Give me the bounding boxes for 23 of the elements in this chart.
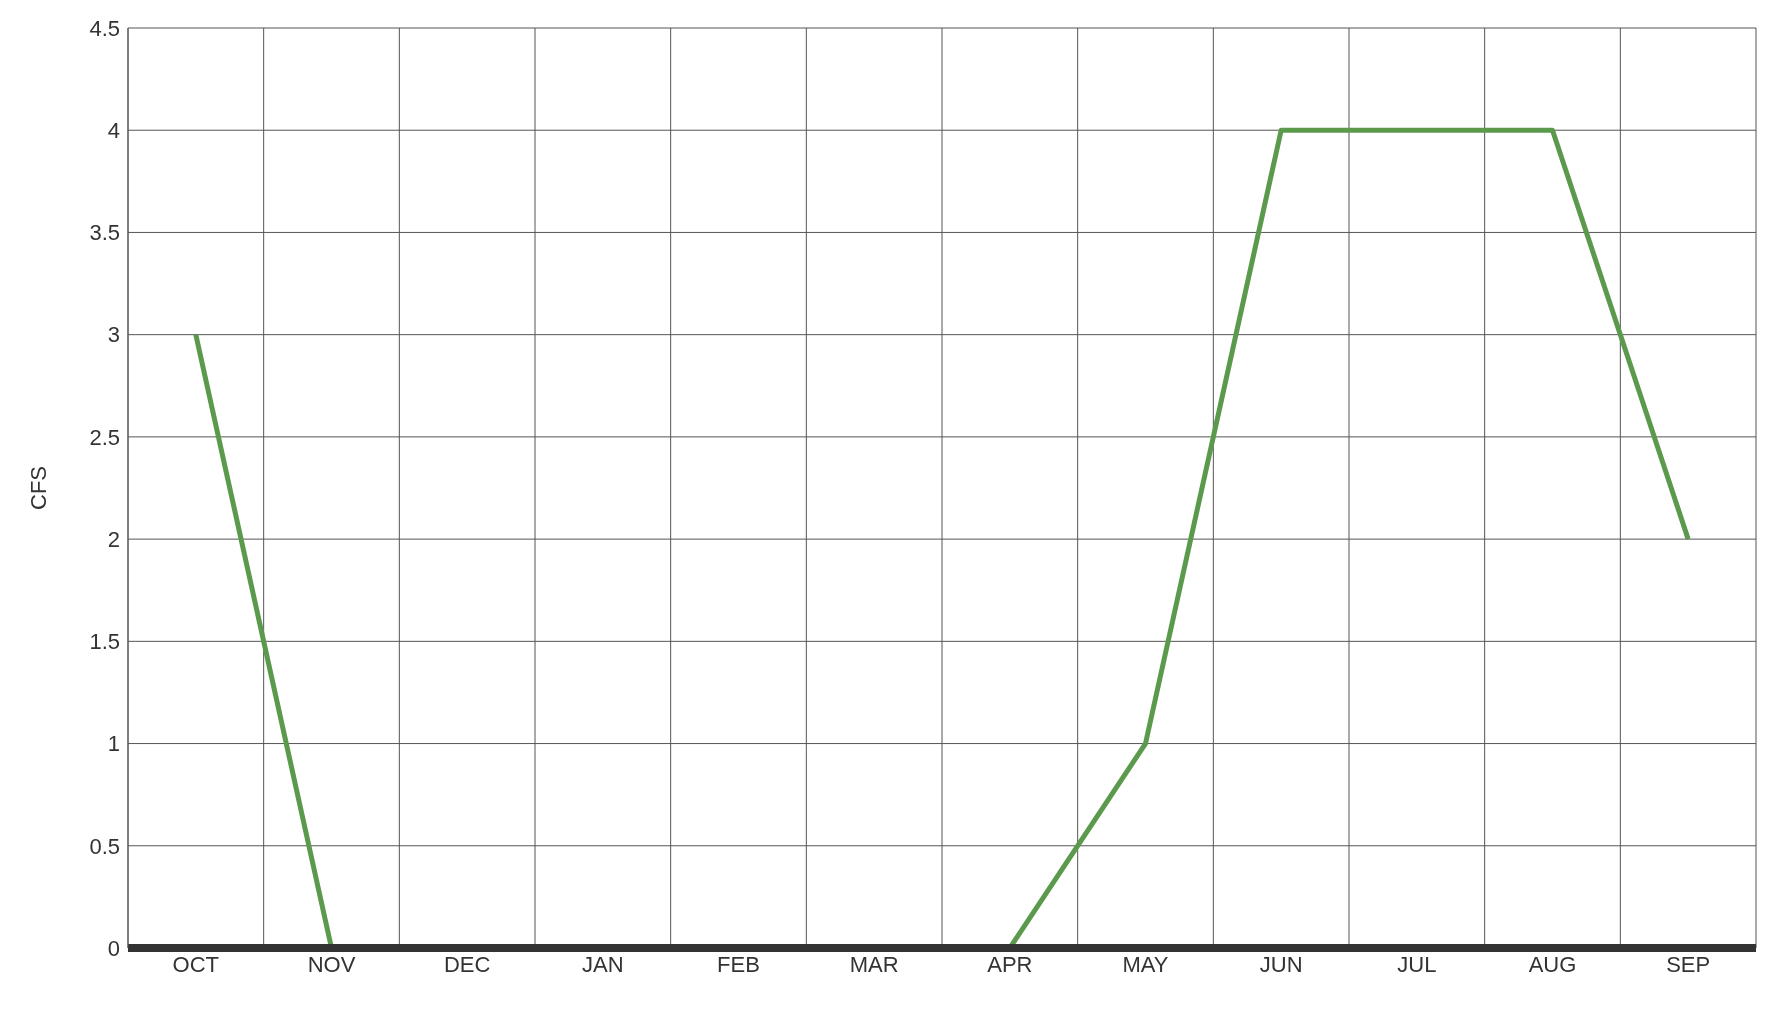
y-tick-label: 3.5 (89, 220, 120, 246)
x-tick-label: AUG (1528, 951, 1577, 977)
x-tick-label: JUN (1259, 951, 1303, 977)
y-tick-label: 4 (107, 118, 120, 144)
y-tick-label: 2 (107, 526, 120, 552)
y-tick-label: 0 (107, 935, 120, 961)
y-tick-label: 3 (107, 322, 120, 348)
x-tick-label: SEP (1666, 951, 1711, 977)
x-tick-label: APR (987, 951, 1033, 977)
y-tick-label: 1 (107, 731, 120, 757)
y-tick-label: 1.5 (89, 629, 120, 655)
x-tick-label: JAN (582, 951, 624, 977)
x-tick-label: MAR (849, 951, 899, 977)
y-tick-label: 2.5 (89, 424, 120, 450)
x-tick-label: FEB (717, 951, 760, 977)
x-tick-label: DEC (443, 951, 491, 977)
y-tick-label: 0.5 (89, 833, 120, 859)
x-tick-label: NOV (307, 951, 356, 977)
y-tick-label: 4.5 (89, 15, 120, 41)
x-tick-label: MAY (1122, 951, 1169, 977)
x-tick-label: JUL (1397, 951, 1437, 977)
x-tick-label: OCT (172, 951, 220, 977)
y-axis-title: CFS (25, 466, 51, 510)
